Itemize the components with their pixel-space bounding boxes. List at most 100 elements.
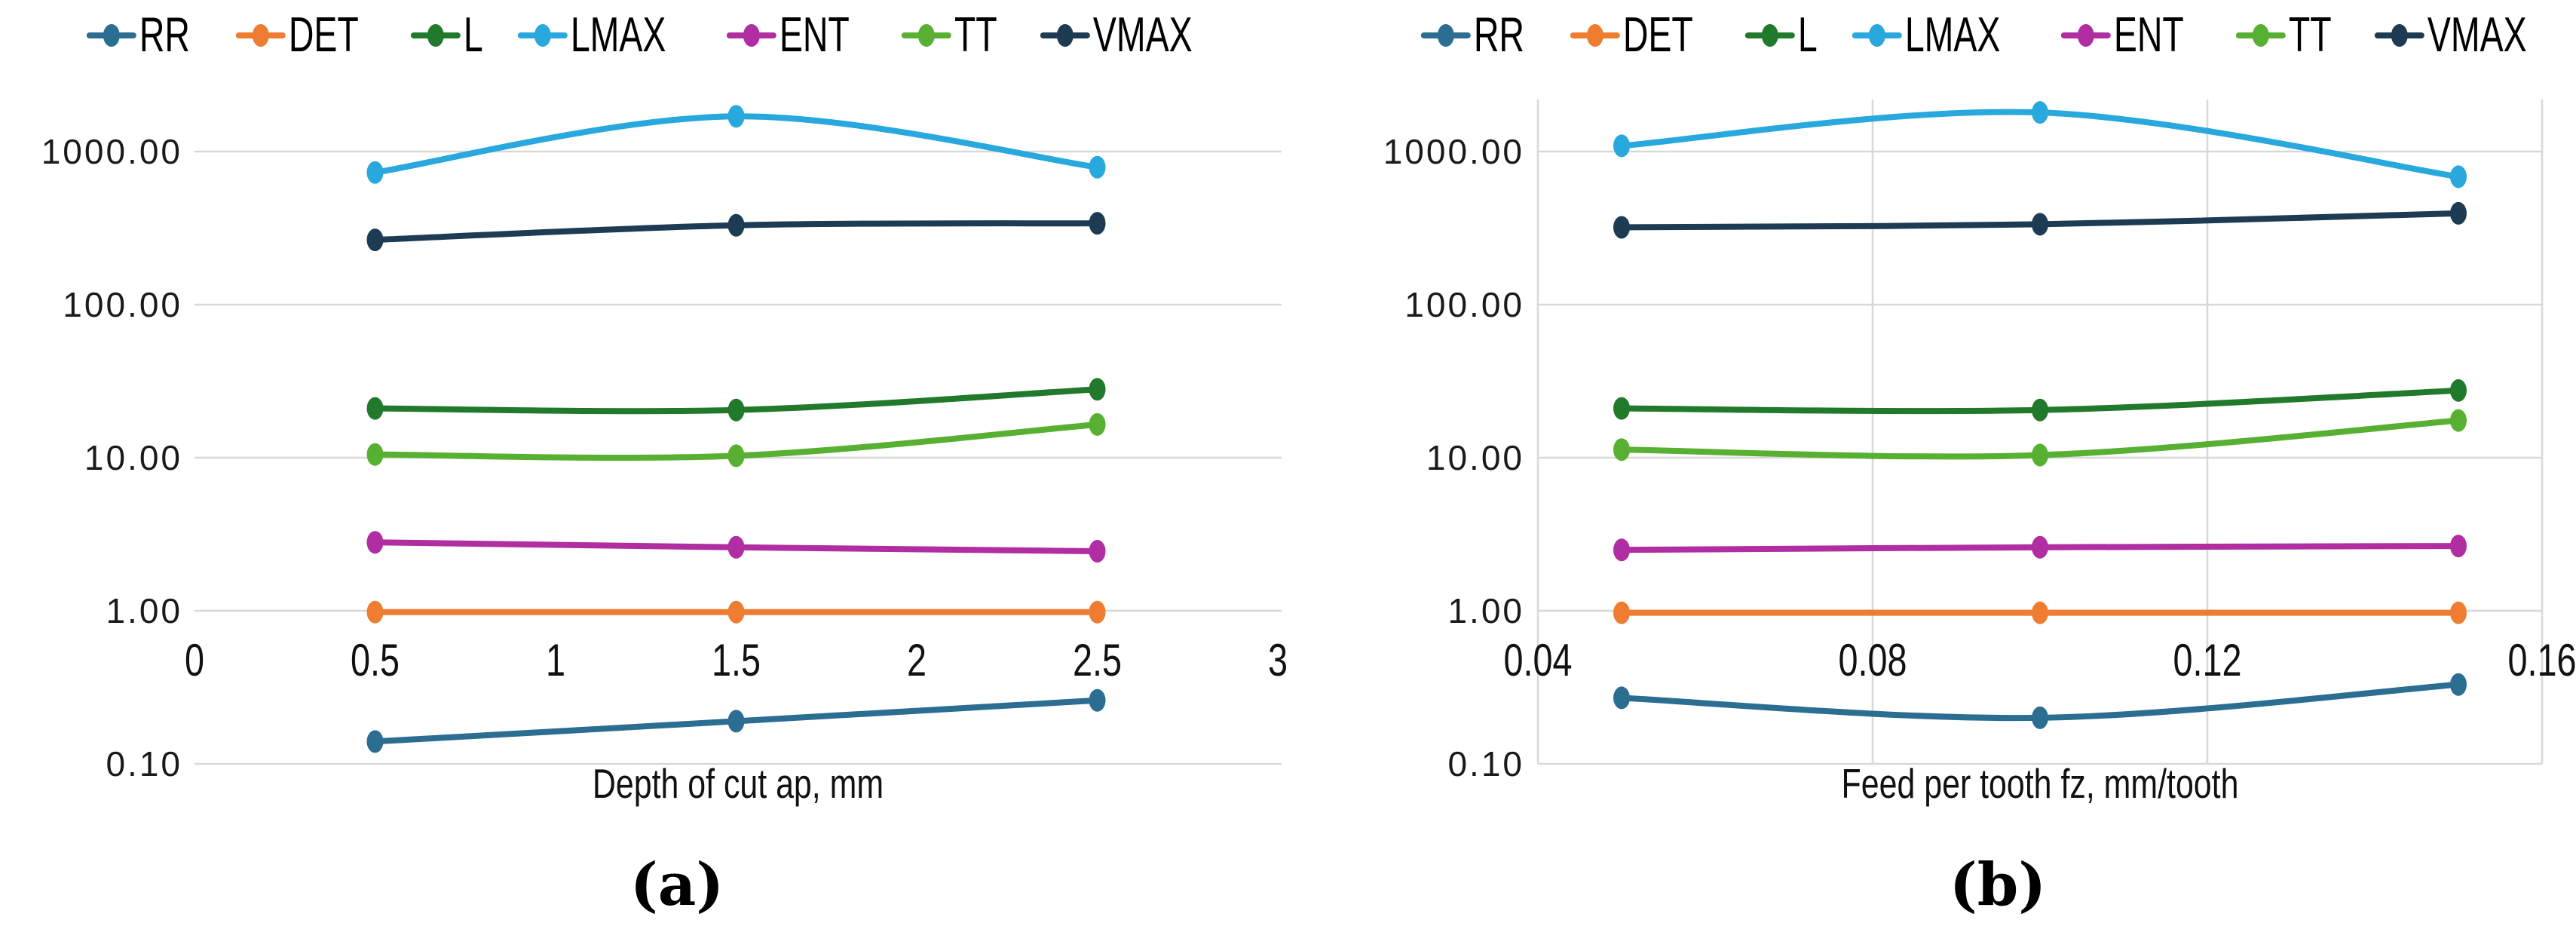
legend-item-ent: ENT	[2060, 11, 2207, 60]
legend-label: TT	[954, 8, 997, 63]
legend-marker-icon	[410, 22, 461, 49]
marker-rr	[727, 710, 745, 733]
legend-marker-icon	[517, 22, 568, 49]
legend-item-det: DET	[235, 8, 381, 63]
caption-b: (b)	[1950, 851, 2046, 919]
marker-ent	[727, 535, 745, 559]
legend-marker-icon	[86, 22, 136, 49]
x-axis-title-a: Depth of cut ap, mm	[593, 761, 884, 807]
y-tick-label: 1.00	[106, 591, 182, 630]
marker-ent	[366, 531, 384, 554]
marker-vmax	[1089, 212, 1106, 235]
legend-item-l: L	[410, 8, 489, 63]
legend-item-tt: TT	[2235, 11, 2346, 60]
y-tick-label: 0.10	[1447, 744, 1524, 783]
legend-item-vmax: VMAX	[2374, 8, 2559, 63]
marker-l	[1089, 378, 1106, 401]
legend-marker-icon	[1040, 22, 1090, 49]
y-tick-label: 100.00	[1404, 285, 1524, 324]
plot-area-b: 1000.00 100.00 10.00 1.00 0.10 0.04 0.08 0.12 0.…	[1383, 100, 2576, 783]
marker-vmax	[366, 228, 384, 252]
x-tick-label: 0.5	[351, 635, 400, 685]
legend-marker-icon	[901, 22, 951, 49]
y-tick-label: 1000.00	[41, 132, 182, 171]
legend-item-rr: RR	[86, 8, 207, 63]
marker-tt	[727, 444, 745, 468]
marker-det	[1613, 601, 1630, 624]
legend-item-vmax: VMAX	[1040, 11, 1225, 60]
legend-label: VMAX	[2427, 8, 2527, 63]
legend-chart-a: RR DET L LMAX ENT TT VMAX	[86, 8, 1225, 63]
plot-area-a: 1000.00 100.00 10.00 1.00 0.10 0 0.5 1 1.5 2 2.5 3	[41, 105, 1288, 783]
legend-label: RR	[1473, 8, 1524, 63]
x-tick-label: 0.16	[2507, 635, 2576, 685]
legend-label: ENT	[779, 8, 850, 63]
marker-ent	[1613, 538, 1630, 562]
marker-vmax	[2450, 201, 2467, 225]
marker-vmax	[727, 213, 745, 237]
marker-rr	[1089, 688, 1106, 712]
marker-tt	[1613, 438, 1630, 461]
marker-l	[366, 397, 384, 420]
marker-rr	[2450, 673, 2467, 696]
marker-tt	[1089, 412, 1106, 436]
x-tick-label: 1	[546, 635, 565, 685]
x-tick-label: 0.04	[1503, 635, 1572, 685]
y-tick-label: 1.00	[1447, 591, 1524, 630]
marker-det	[727, 600, 745, 624]
marker-lmax	[1089, 155, 1106, 179]
legend-marker-icon	[1744, 22, 1795, 49]
marker-tt	[2032, 443, 2048, 467]
y-tick-label: 0.10	[106, 744, 182, 783]
x-tick-label: 2.5	[1073, 635, 1122, 685]
x-tick-label: 2	[907, 635, 927, 685]
marker-lmax	[1613, 134, 1630, 158]
legend-label: L	[463, 8, 483, 63]
legend-marker-icon	[2060, 22, 2111, 49]
marker-ent	[2032, 535, 2048, 559]
legend-label: DET	[1622, 8, 1693, 63]
legend-item-l: L	[1744, 11, 1823, 60]
caption-a: (a)	[630, 851, 724, 919]
x-tick-label: 0	[185, 635, 204, 685]
marker-lmax	[366, 161, 384, 184]
marker-ent	[1089, 539, 1106, 563]
marker-l	[727, 398, 745, 422]
legend-item-tt: TT	[901, 8, 1012, 63]
marker-vmax	[1613, 216, 1630, 239]
marker-ent	[2450, 535, 2467, 558]
legend-marker-icon	[2235, 22, 2286, 49]
y-tick-label: 1000.00	[1383, 132, 1524, 171]
marker-l	[2450, 379, 2467, 402]
x-tick-label: 3	[1268, 635, 1288, 685]
marker-det	[2450, 601, 2467, 624]
marker-rr	[1613, 686, 1630, 710]
y-tick-label: 100.00	[63, 285, 182, 324]
x-axis-title-b: Feed per tooth fz, mm/tooth	[1842, 761, 2239, 807]
marker-lmax	[727, 105, 745, 128]
marker-det	[2032, 601, 2048, 624]
x-tick-label: 0.12	[2173, 635, 2241, 685]
legend-marker-icon	[2374, 22, 2424, 49]
marker-rr	[366, 730, 384, 753]
legend-marker-icon	[235, 22, 286, 49]
legend-item-det: DET	[1570, 8, 1716, 63]
marker-tt	[2450, 409, 2467, 432]
legend-item-lmax: LMAX	[1852, 8, 2032, 63]
legend-marker-icon	[1852, 22, 1902, 49]
legend-label: LMAX	[1904, 8, 2001, 63]
marker-rr	[2032, 706, 2048, 729]
y-tick-label: 10.00	[1426, 438, 1524, 477]
legend-chart-b: RR DET L LMAX ENT TT VMAX	[1420, 8, 2559, 63]
legend-item-ent: ENT	[726, 8, 873, 63]
legend-label: LMAX	[570, 8, 666, 63]
marker-lmax	[2032, 101, 2048, 124]
legend-marker-icon	[1420, 22, 1471, 49]
legend-label: RR	[139, 8, 190, 63]
legend-marker-icon	[1570, 22, 1620, 49]
legend-item-lmax: LMAX	[517, 8, 698, 63]
marker-det	[1089, 600, 1106, 624]
legend-label: DET	[288, 8, 359, 63]
